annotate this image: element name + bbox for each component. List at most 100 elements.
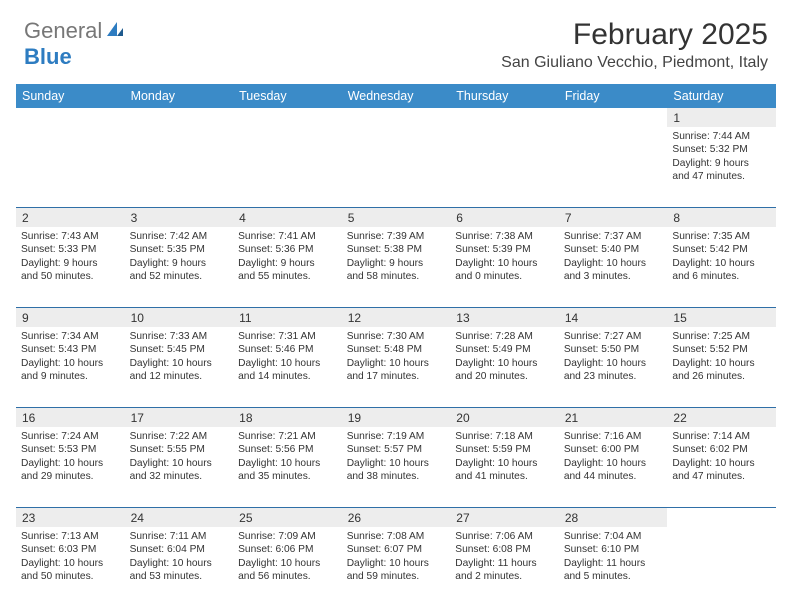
- day-cell: [450, 127, 559, 207]
- day-cell: Sunrise: 7:28 AMSunset: 5:49 PMDaylight:…: [450, 327, 559, 407]
- sunset-line: Sunset: 6:10 PM: [564, 543, 663, 556]
- day-number: 7: [559, 208, 668, 227]
- sunset-line: Sunset: 5:32 PM: [672, 143, 771, 156]
- dl1-line: Daylight: 10 hours: [347, 557, 446, 570]
- dayname-sunday: Sunday: [16, 84, 125, 108]
- dl1-line: Daylight: 10 hours: [238, 457, 337, 470]
- dl1-line: Daylight: 10 hours: [130, 557, 229, 570]
- day-number: 12: [342, 308, 451, 327]
- day-details: Sunrise: 7:04 AMSunset: 6:10 PMDaylight:…: [564, 530, 663, 583]
- day-details: Sunrise: 7:24 AMSunset: 5:53 PMDaylight:…: [21, 430, 120, 483]
- day-cell: [342, 127, 451, 207]
- day-cell: Sunrise: 7:39 AMSunset: 5:38 PMDaylight:…: [342, 227, 451, 307]
- sunrise-line: Sunrise: 7:22 AM: [130, 430, 229, 443]
- sunrise-line: Sunrise: 7:25 AM: [672, 330, 771, 343]
- sunrise-line: Sunrise: 7:33 AM: [130, 330, 229, 343]
- day-number: [233, 108, 342, 127]
- day-details: Sunrise: 7:25 AMSunset: 5:52 PMDaylight:…: [672, 330, 771, 383]
- dl2-line: and 41 minutes.: [455, 470, 554, 483]
- day-cell: Sunrise: 7:18 AMSunset: 5:59 PMDaylight:…: [450, 427, 559, 507]
- dl2-line: and 3 minutes.: [564, 270, 663, 283]
- dl1-line: Daylight: 9 hours: [347, 257, 446, 270]
- dl2-line: and 6 minutes.: [672, 270, 771, 283]
- week-content-row: Sunrise: 7:43 AMSunset: 5:33 PMDaylight:…: [16, 227, 776, 307]
- weeks-container: 1Sunrise: 7:44 AMSunset: 5:32 PMDaylight…: [16, 108, 776, 607]
- week-content-row: Sunrise: 7:13 AMSunset: 6:03 PMDaylight:…: [16, 527, 776, 607]
- day-number: 3: [125, 208, 234, 227]
- dl1-line: Daylight: 10 hours: [130, 357, 229, 370]
- week-row: 1Sunrise: 7:44 AMSunset: 5:32 PMDaylight…: [16, 108, 776, 207]
- month-title: February 2025: [501, 18, 768, 52]
- dayname-header-row: Sunday Monday Tuesday Wednesday Thursday…: [16, 84, 776, 108]
- daynum-row: 1: [16, 108, 776, 127]
- day-number: 6: [450, 208, 559, 227]
- dl2-line: and 14 minutes.: [238, 370, 337, 383]
- week-content-row: Sunrise: 7:24 AMSunset: 5:53 PMDaylight:…: [16, 427, 776, 507]
- dl2-line: and 0 minutes.: [455, 270, 554, 283]
- day-number: 28: [559, 508, 668, 527]
- sunrise-line: Sunrise: 7:31 AM: [238, 330, 337, 343]
- week-row: 16171819202122Sunrise: 7:24 AMSunset: 5:…: [16, 407, 776, 507]
- day-number: 13: [450, 308, 559, 327]
- dl1-line: Daylight: 10 hours: [21, 557, 120, 570]
- day-number: 1: [667, 108, 776, 127]
- week-content-row: Sunrise: 7:44 AMSunset: 5:32 PMDaylight:…: [16, 127, 776, 207]
- sunrise-line: Sunrise: 7:09 AM: [238, 530, 337, 543]
- sunrise-line: Sunrise: 7:08 AM: [347, 530, 446, 543]
- calendar: Sunday Monday Tuesday Wednesday Thursday…: [16, 84, 776, 607]
- day-cell: Sunrise: 7:44 AMSunset: 5:32 PMDaylight:…: [667, 127, 776, 207]
- logo: General: [24, 18, 125, 44]
- day-cell: [233, 127, 342, 207]
- sunset-line: Sunset: 6:02 PM: [672, 443, 771, 456]
- day-number: 22: [667, 408, 776, 427]
- day-cell: [667, 527, 776, 607]
- week-row: 2345678Sunrise: 7:43 AMSunset: 5:33 PMDa…: [16, 207, 776, 307]
- sunrise-line: Sunrise: 7:27 AM: [564, 330, 663, 343]
- day-cell: Sunrise: 7:35 AMSunset: 5:42 PMDaylight:…: [667, 227, 776, 307]
- sunset-line: Sunset: 5:40 PM: [564, 243, 663, 256]
- sunset-line: Sunset: 5:43 PM: [21, 343, 120, 356]
- day-cell: Sunrise: 7:19 AMSunset: 5:57 PMDaylight:…: [342, 427, 451, 507]
- day-number: [125, 108, 234, 127]
- sunrise-line: Sunrise: 7:35 AM: [672, 230, 771, 243]
- dl2-line: and 5 minutes.: [564, 570, 663, 583]
- dl1-line: Daylight: 10 hours: [564, 357, 663, 370]
- day-details: Sunrise: 7:43 AMSunset: 5:33 PMDaylight:…: [21, 230, 120, 283]
- dl2-line: and 26 minutes.: [672, 370, 771, 383]
- dl1-line: Daylight: 9 hours: [130, 257, 229, 270]
- dl2-line: and 59 minutes.: [347, 570, 446, 583]
- day-cell: Sunrise: 7:08 AMSunset: 6:07 PMDaylight:…: [342, 527, 451, 607]
- day-details: Sunrise: 7:16 AMSunset: 6:00 PMDaylight:…: [564, 430, 663, 483]
- day-number: 4: [233, 208, 342, 227]
- day-cell: Sunrise: 7:31 AMSunset: 5:46 PMDaylight:…: [233, 327, 342, 407]
- title-block: February 2025 San Giuliano Vecchio, Pied…: [501, 18, 768, 72]
- sunset-line: Sunset: 5:35 PM: [130, 243, 229, 256]
- week-row: 9101112131415Sunrise: 7:34 AMSunset: 5:4…: [16, 307, 776, 407]
- day-details: Sunrise: 7:22 AMSunset: 5:55 PMDaylight:…: [130, 430, 229, 483]
- day-details: Sunrise: 7:37 AMSunset: 5:40 PMDaylight:…: [564, 230, 663, 283]
- day-number: 24: [125, 508, 234, 527]
- sunset-line: Sunset: 5:49 PM: [455, 343, 554, 356]
- sunset-line: Sunset: 5:55 PM: [130, 443, 229, 456]
- day-number: 15: [667, 308, 776, 327]
- sunrise-line: Sunrise: 7:43 AM: [21, 230, 120, 243]
- day-cell: Sunrise: 7:06 AMSunset: 6:08 PMDaylight:…: [450, 527, 559, 607]
- day-cell: Sunrise: 7:43 AMSunset: 5:33 PMDaylight:…: [16, 227, 125, 307]
- dl2-line: and 35 minutes.: [238, 470, 337, 483]
- dl2-line: and 44 minutes.: [564, 470, 663, 483]
- day-number: 23: [16, 508, 125, 527]
- day-number: [16, 108, 125, 127]
- dayname-saturday: Saturday: [667, 84, 776, 108]
- dl2-line: and 17 minutes.: [347, 370, 446, 383]
- day-details: Sunrise: 7:31 AMSunset: 5:46 PMDaylight:…: [238, 330, 337, 383]
- day-details: Sunrise: 7:21 AMSunset: 5:56 PMDaylight:…: [238, 430, 337, 483]
- day-details: Sunrise: 7:35 AMSunset: 5:42 PMDaylight:…: [672, 230, 771, 283]
- dl2-line: and 38 minutes.: [347, 470, 446, 483]
- dl1-line: Daylight: 10 hours: [455, 457, 554, 470]
- day-cell: [16, 127, 125, 207]
- sunrise-line: Sunrise: 7:44 AM: [672, 130, 771, 143]
- sunset-line: Sunset: 5:42 PM: [672, 243, 771, 256]
- day-number: 9: [16, 308, 125, 327]
- day-cell: Sunrise: 7:37 AMSunset: 5:40 PMDaylight:…: [559, 227, 668, 307]
- dl1-line: Daylight: 10 hours: [347, 457, 446, 470]
